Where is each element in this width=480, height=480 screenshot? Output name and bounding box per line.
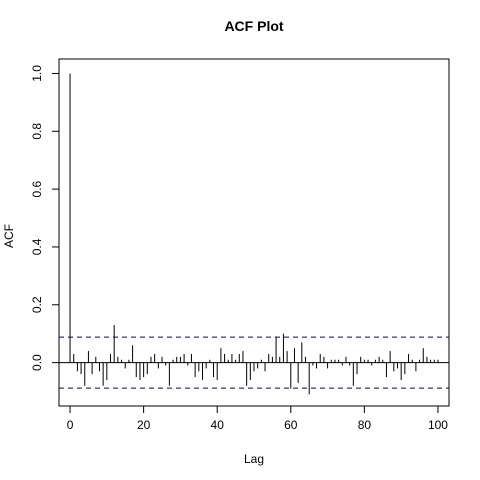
y-tick-label: 0.0 <box>30 354 44 371</box>
acf-bars <box>59 73 449 395</box>
x-tick-label: 40 <box>211 418 225 432</box>
y-axis-title: ACF <box>2 224 16 248</box>
y-axis: 0.0 0.2 0.4 0.6 0.8 1.0 <box>30 65 60 371</box>
y-tick-label: 1.0 <box>30 65 44 82</box>
x-axis-title: Lag <box>244 452 264 466</box>
y-tick-label: 0.2 <box>30 296 44 313</box>
x-tick-label: 0 <box>67 418 74 432</box>
y-tick-label: 0.6 <box>30 180 44 197</box>
y-tick-label: 0.8 <box>30 123 44 140</box>
y-tick-label: 0.4 <box>30 238 44 255</box>
x-tick-label: 60 <box>284 418 298 432</box>
x-tick-label: 100 <box>428 418 448 432</box>
confidence-bounds <box>59 336 449 389</box>
x-tick-label: 20 <box>137 418 151 432</box>
chart-title: ACF Plot <box>224 18 283 34</box>
x-axis: 0 20 40 60 80 100 <box>67 405 448 432</box>
x-tick-label: 80 <box>358 418 372 432</box>
